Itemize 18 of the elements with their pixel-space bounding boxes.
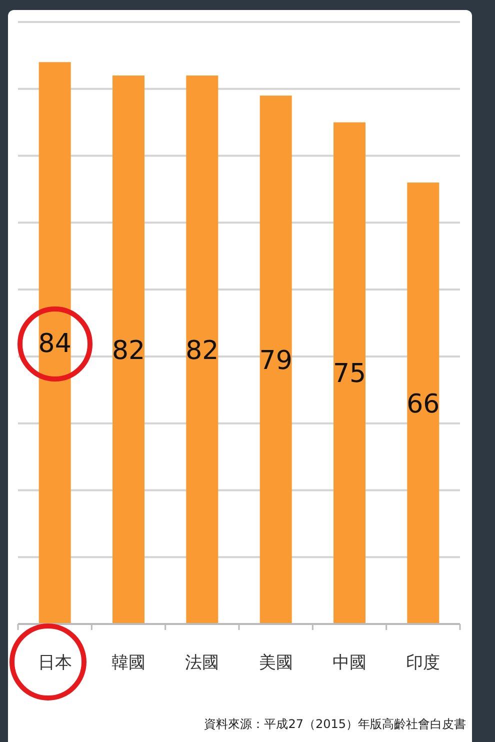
x-tick-label: 韓國 [112, 653, 146, 673]
data-label: 84 [38, 329, 72, 360]
data-label: 75 [332, 359, 366, 390]
x-tick-label: 印度 [406, 653, 440, 673]
data-label: 79 [259, 346, 292, 376]
bar [260, 96, 292, 624]
bar [334, 122, 366, 624]
data-label: 82 [186, 336, 219, 366]
data-label: 66 [406, 389, 440, 420]
x-tick-label: 日本 [38, 653, 72, 673]
bar [112, 76, 144, 624]
x-tick-label: 法國 [185, 653, 220, 673]
bar [407, 182, 440, 624]
x-tick-label: 中國 [332, 653, 366, 673]
x-tick-label: 美國 [258, 653, 293, 673]
bar [186, 76, 218, 624]
data-label: 82 [112, 336, 146, 366]
source-note: 資料來源：平成27（2015）年版高齡社會白皮書 [204, 717, 466, 731]
